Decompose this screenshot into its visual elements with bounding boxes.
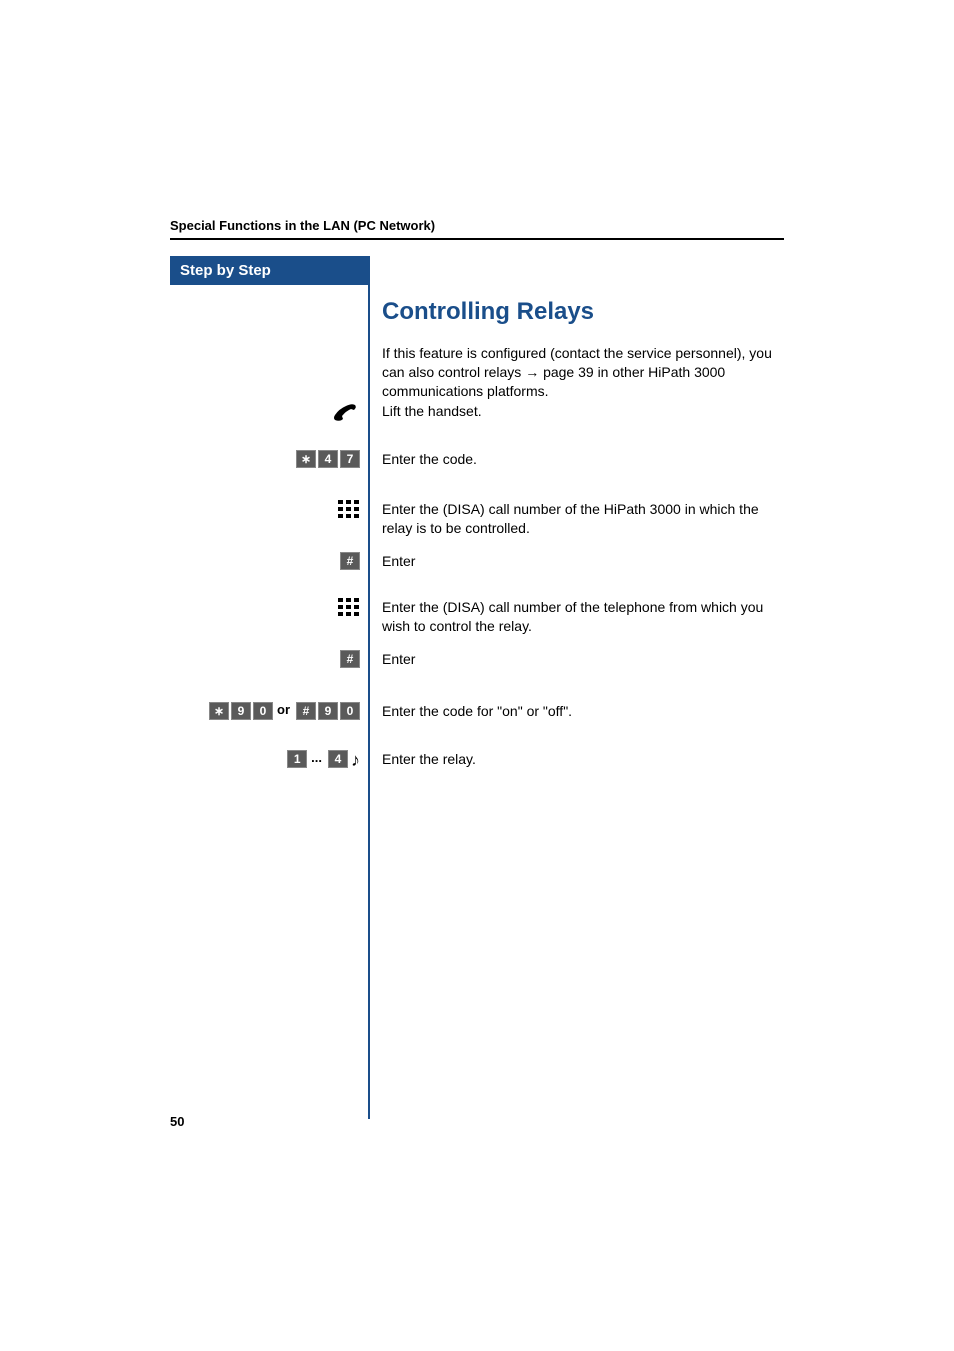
page-heading: Controlling Relays (382, 298, 784, 326)
key-0b: 0 (340, 702, 360, 720)
arrow-icon: → (525, 363, 539, 382)
or-label: or (277, 702, 290, 717)
step-4-text: Enter (382, 552, 784, 571)
step-2-text: Enter the code. (382, 450, 784, 469)
key-4b: 4 (328, 750, 348, 768)
key-group-star90: ∗ 9 0 (207, 702, 273, 720)
step-7: Enter the code for "on" or "off". (382, 702, 784, 721)
key-star-b: ∗ (209, 702, 229, 720)
step-icon-6: # (170, 650, 370, 668)
keypad-icon (338, 598, 360, 616)
key-9b: 9 (318, 702, 338, 720)
ellipsis: ... (311, 750, 322, 765)
step-icon-5 (170, 598, 370, 616)
running-header: Special Functions in the LAN (PC Network… (170, 218, 784, 239)
step-5: Enter the (DISA) call number of the tele… (382, 598, 784, 636)
step-8: Enter the relay. (382, 750, 784, 769)
keypad-icon (338, 500, 360, 518)
step-icon-4: # (170, 552, 370, 570)
sidebar-title: Step by Step (170, 256, 368, 285)
step-3-text: Enter the (DISA) call number of the HiPa… (382, 500, 784, 538)
key-7: 7 (340, 450, 360, 468)
key-star: ∗ (296, 450, 316, 468)
step-icon-7: ∗ 9 0 or # 9 0 (160, 702, 370, 720)
step-icon-8: 1 ... 4 ♪ (170, 750, 370, 771)
step-4: Enter (382, 552, 784, 571)
step-1: Lift the handset. (382, 402, 784, 421)
page-number: 50 (170, 1114, 184, 1129)
step-2: Enter the code. (382, 450, 784, 469)
step-icon-3 (170, 500, 370, 518)
key-4: 4 (318, 450, 338, 468)
step-1-text: Lift the handset. (382, 402, 784, 421)
key-group-hash90: # 9 0 (294, 702, 360, 720)
key-hash-b: # (296, 702, 316, 720)
step-7-text: Enter the code for "on" or "off". (382, 702, 784, 721)
sidebar: Step by Step (170, 256, 370, 1119)
step-6: Enter (382, 650, 784, 669)
key-hash-1: # (340, 552, 360, 570)
key-9a: 9 (231, 702, 251, 720)
step-6-text: Enter (382, 650, 784, 669)
section-title: Special Functions in the LAN (PC Network… (170, 218, 784, 239)
handset-icon (332, 402, 360, 424)
key-hash-2: # (340, 650, 360, 668)
content-column: Controlling Relays If this feature is co… (382, 256, 784, 411)
step-5-text: Enter the (DISA) call number of the tele… (382, 598, 784, 636)
key-0a: 0 (253, 702, 273, 720)
header-rule (170, 238, 784, 240)
key-group-star47: ∗ 4 7 (294, 450, 360, 468)
step-8-text: Enter the relay. (382, 750, 784, 769)
key-1: 1 (287, 750, 307, 768)
step-3: Enter the (DISA) call number of the HiPa… (382, 500, 784, 538)
step-icon-1 (170, 402, 370, 424)
music-note-icon: ♪ (351, 750, 360, 771)
intro-paragraph: If this feature is configured (contact t… (382, 344, 784, 401)
page: Special Functions in the LAN (PC Network… (0, 0, 954, 1351)
step-icon-2: ∗ 4 7 (170, 450, 370, 468)
